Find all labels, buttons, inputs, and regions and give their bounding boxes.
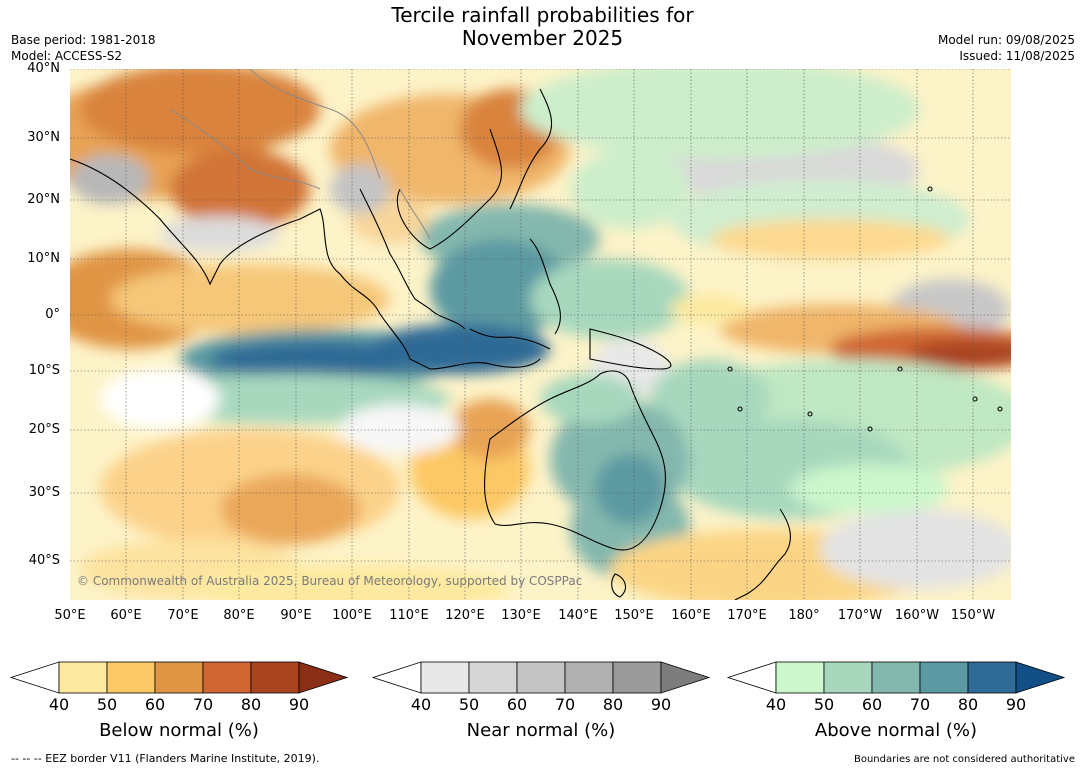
title-line-2: November 2025 xyxy=(461,26,624,50)
rainfall-map xyxy=(70,69,1011,600)
colorbar-segment xyxy=(775,661,825,694)
lon-label: 160°W xyxy=(894,608,940,623)
tick-label: 40 xyxy=(765,695,787,714)
lat-label: 20°N xyxy=(27,192,60,207)
lon-label: 150°E xyxy=(614,608,654,623)
map-title: Tercile rainfall probabilities for Novem… xyxy=(0,4,1085,50)
colorbar-segment xyxy=(58,661,108,694)
lat-label: 10°N xyxy=(27,251,60,266)
copyright-notice: © Commonwealth of Australia 2025, Bureau… xyxy=(77,574,583,588)
lat-label: 30°S xyxy=(28,485,60,500)
colorbar-extend-low xyxy=(371,661,422,694)
meta-left: Base period: 1981-2018 Model: ACCESS-S2 xyxy=(11,32,156,64)
lon-label: 100°E xyxy=(332,608,372,623)
lon-label: 50°E xyxy=(54,608,86,623)
meta-right: Model run: 09/08/2025 Issued: 11/08/2025 xyxy=(938,32,1075,64)
colorbar-segment xyxy=(468,661,518,694)
coastlines xyxy=(70,88,1003,600)
base-period: Base period: 1981-2018 xyxy=(11,33,156,47)
colorbar-svg xyxy=(371,661,711,694)
colorbar-segment xyxy=(154,661,204,694)
colorbar-segment xyxy=(250,661,300,694)
colorbar-extend-high xyxy=(298,661,349,694)
colorbar-title-near: Near normal (%) xyxy=(466,720,616,741)
colorbar-svg xyxy=(726,661,1066,694)
colorbar-title-below: Below normal (%) xyxy=(99,720,259,741)
tick-label: 90 xyxy=(288,695,310,714)
tick-label: 70 xyxy=(554,695,576,714)
lon-label: 140°E xyxy=(558,608,598,623)
tick-label: 80 xyxy=(240,695,262,714)
colorbar-segment xyxy=(420,661,470,694)
colorbar-near-normal xyxy=(371,661,711,694)
tick-label: 50 xyxy=(458,695,480,714)
model-run: Model run: 09/08/2025 xyxy=(937,33,1075,47)
colorbar-segment xyxy=(564,661,614,694)
tick-label: 60 xyxy=(861,695,883,714)
model-name: Model: ACCESS-S2 xyxy=(11,49,123,63)
tick-label: 80 xyxy=(602,695,624,714)
lon-label: 180° xyxy=(788,608,820,623)
tick-label: 40 xyxy=(48,695,70,714)
colorbar-segment xyxy=(612,661,662,694)
colorbar-segment xyxy=(919,661,969,694)
lon-label: 160°E xyxy=(671,608,711,623)
title-line-1: Tercile rainfall probabilities for xyxy=(391,3,694,27)
lon-label: 60°E xyxy=(110,608,142,623)
colorbar-segment xyxy=(106,661,156,694)
colorbar-title-above: Above normal (%) xyxy=(814,720,978,741)
lat-label: 30°N xyxy=(27,130,60,145)
probability-field xyxy=(70,69,1011,600)
tick-label: 60 xyxy=(506,695,528,714)
colorbar-segment xyxy=(202,661,252,694)
lon-label: 150°W xyxy=(950,608,996,623)
lat-label: 40°S xyxy=(28,553,60,568)
lon-label: 130°E xyxy=(501,608,541,623)
issued-date: Issued: 11/08/2025 xyxy=(959,49,1075,63)
country-borders xyxy=(169,69,431,240)
lon-label: 170°E xyxy=(727,608,767,623)
tick-label: 90 xyxy=(650,695,672,714)
colorbar-extend-low xyxy=(9,661,60,694)
colorbar-svg xyxy=(9,661,349,694)
lon-label: 90°E xyxy=(280,608,312,623)
boundaries-note: Boundaries are not considered authoritat… xyxy=(853,754,1075,765)
lat-label: 20°S xyxy=(28,422,60,437)
colorbar-extend-low xyxy=(726,661,777,694)
tick-label: 70 xyxy=(192,695,214,714)
map-panel xyxy=(70,69,1011,600)
lon-label: 170°W xyxy=(837,608,883,623)
colorbar-extend-high xyxy=(1015,661,1066,694)
lat-label: 10°S xyxy=(28,363,60,378)
tick-label: 50 xyxy=(813,695,835,714)
lon-label: 120°E xyxy=(445,608,485,623)
tick-label: 70 xyxy=(909,695,931,714)
lon-label: 80°E xyxy=(223,608,255,623)
lon-label: 70°E xyxy=(167,608,199,623)
tick-label: 60 xyxy=(144,695,166,714)
colorbar-segment xyxy=(516,661,566,694)
eez-note: -- -- -- EEZ border V11 (Flanders Marine… xyxy=(11,752,320,765)
colorbar-below-normal xyxy=(9,661,349,694)
colorbar-segment xyxy=(871,661,921,694)
colorbar-segment xyxy=(823,661,873,694)
colorbar-above-normal xyxy=(726,661,1066,694)
gridlines xyxy=(70,69,1011,600)
tick-label: 40 xyxy=(410,695,432,714)
lon-label: 110°E xyxy=(389,608,429,623)
colorbar-extend-high xyxy=(660,661,711,694)
tick-label: 90 xyxy=(1005,695,1027,714)
tick-label: 50 xyxy=(96,695,118,714)
colorbar-segment xyxy=(967,661,1017,694)
tick-label: 80 xyxy=(957,695,979,714)
lat-label: 0° xyxy=(45,307,60,322)
lat-label: 40°N xyxy=(27,61,60,76)
